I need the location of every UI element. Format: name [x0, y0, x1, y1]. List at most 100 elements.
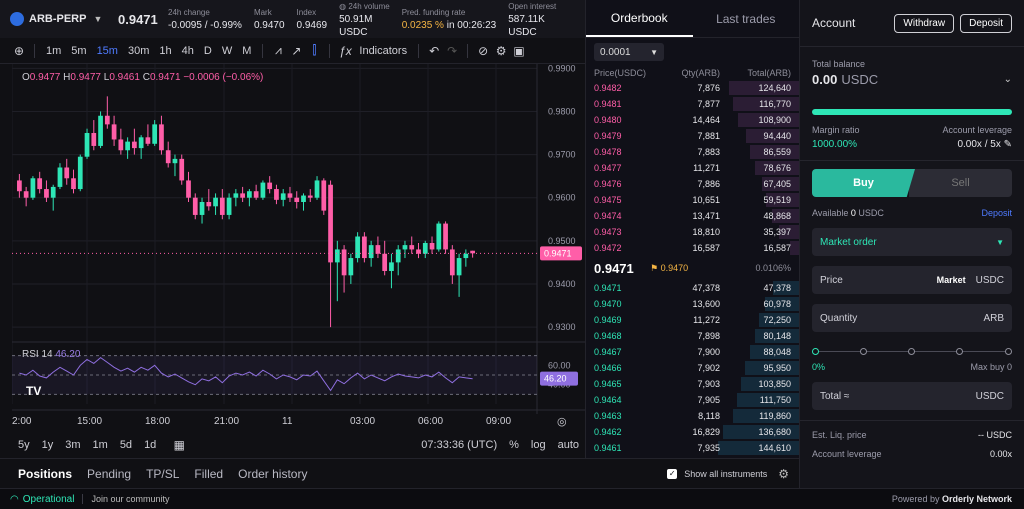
bid-row[interactable]: 0.9470 13,600 60,978	[586, 296, 799, 312]
bid-row[interactable]: 0.9467 7,900 88,048	[586, 344, 799, 360]
slider-stop[interactable]	[956, 348, 963, 355]
settings-icon: ◎	[557, 415, 567, 428]
ask-row[interactable]: 0.9479 7,881 94,440	[586, 128, 799, 144]
row-price: 0.9466	[594, 363, 622, 373]
total-field[interactable]: Total ≈ USDC	[812, 382, 1012, 410]
deposit-button[interactable]: Deposit	[960, 13, 1012, 33]
range-1d[interactable]: 1d	[144, 439, 157, 451]
sell-tab[interactable]: Sell	[909, 169, 1012, 197]
interval-1m[interactable]: 1m	[46, 44, 62, 57]
calendar-icon[interactable]: ▦	[173, 438, 185, 452]
show-all-checkbox[interactable]: ✓ Show all instruments ⚙	[667, 467, 789, 481]
ask-row[interactable]: 0.9474 13,471 48,868	[586, 208, 799, 224]
bid-row[interactable]: 0.9468 7,898 80,148	[586, 328, 799, 344]
bid-row[interactable]: 0.9461 7,935 144,610	[586, 440, 799, 456]
tab-pending[interactable]: Pending	[87, 466, 132, 481]
bid-row[interactable]: 0.9465 7,903 103,850	[586, 376, 799, 392]
bid-row[interactable]: 0.9463 8,118 119,860	[586, 408, 799, 424]
row-price: 0.9469	[594, 315, 622, 325]
undo-icon[interactable]: ↶	[429, 43, 440, 58]
log-toggle[interactable]: log	[530, 439, 546, 451]
alert-icon[interactable]: ⊘	[478, 43, 489, 58]
bid-row[interactable]: 0.9466 7,902 95,950	[586, 360, 799, 376]
gear-icon[interactable]: ⚙	[495, 43, 507, 58]
rsi-value-tag	[540, 371, 578, 386]
ask-row[interactable]: 0.9482 7,876 124,640	[586, 80, 799, 96]
auto-toggle[interactable]: auto	[557, 439, 579, 451]
utc-time[interactable]: 07:33:36 (UTC)	[421, 439, 498, 451]
ask-row[interactable]: 0.9478 7,883 86,559	[586, 144, 799, 160]
row-price: 0.9470	[594, 299, 622, 309]
range-5y[interactable]: 5y	[18, 439, 30, 451]
deposit-link[interactable]: Deposit	[981, 208, 1012, 218]
ask-row[interactable]: 0.9476 7,886 67,405	[586, 176, 799, 192]
tab-filled[interactable]: Filled	[194, 466, 224, 481]
buy-tab[interactable]: Buy	[812, 169, 915, 197]
add-icon[interactable]: ⊕	[13, 43, 25, 58]
community-link[interactable]: Join our community	[91, 494, 170, 504]
slider-stop[interactable]	[812, 348, 819, 355]
price-field[interactable]: Price Market USDC	[812, 266, 1012, 294]
fx-icon[interactable]: ƒx	[339, 43, 352, 58]
candle-body	[17, 180, 22, 192]
quantity-field[interactable]: Quantity ARB	[812, 304, 1012, 332]
row-price: 0.9462	[594, 427, 622, 437]
gear-icon[interactable]: ⚙	[778, 466, 789, 481]
ask-row[interactable]: 0.9473 18,810 35,397	[586, 224, 799, 240]
ask-row[interactable]: 0.9477 11,271 78,676	[586, 160, 799, 176]
tab-order-history[interactable]: Order history	[238, 466, 308, 481]
checkbox-checked-icon[interactable]: ✓	[667, 468, 678, 479]
slider-stop[interactable]	[1005, 348, 1012, 355]
indicators-button[interactable]: Indicators	[359, 44, 408, 57]
percent-toggle[interactable]: %	[509, 439, 519, 451]
edit-icon[interactable]: ✎	[1003, 139, 1012, 150]
ask-row[interactable]: 0.9475 10,651 59,519	[586, 192, 799, 208]
slider-stop[interactable]	[860, 348, 867, 355]
interval-M[interactable]: M	[242, 44, 252, 57]
tab-tp-sl[interactable]: TP/SL	[146, 466, 180, 481]
stat-label: Open interest	[508, 1, 557, 11]
tab-last-trades[interactable]: Last trades	[716, 11, 776, 26]
order-type-select[interactable]: Market order ▼	[812, 228, 1012, 256]
slider-stop[interactable]	[908, 348, 915, 355]
stat-unit: USDC	[508, 26, 537, 38]
range-1m[interactable]: 1m	[92, 439, 108, 451]
ask-row[interactable]: 0.9481 7,877 116,770	[586, 96, 799, 112]
bid-row[interactable]: 0.9469 11,272 72,250	[586, 312, 799, 328]
bar-style-icon[interactable]: ⩘	[275, 43, 282, 57]
depth-bar	[761, 177, 799, 191]
interval-30m[interactable]: 30m	[127, 44, 150, 57]
interval-5m[interactable]: 5m	[71, 44, 87, 57]
symbol-selector[interactable]: ARB-PERP ▼	[10, 12, 118, 26]
range-3m[interactable]: 3m	[65, 439, 81, 451]
withdraw-button[interactable]: Withdraw	[894, 13, 955, 33]
tab-positions[interactable]: Positions	[18, 466, 73, 481]
candle-body	[118, 139, 124, 151]
bid-row[interactable]: 0.9471 47,378 47,378	[586, 280, 799, 296]
line-style-icon[interactable]: ↗	[291, 43, 302, 58]
tick-size-select[interactable]: 0.0001 ▼	[594, 43, 664, 61]
ask-row[interactable]: 0.9472 16,587 16,587	[586, 240, 799, 256]
camera-icon[interactable]: ▣	[513, 43, 525, 58]
row-price: 0.9464	[594, 395, 622, 405]
candle-body	[260, 182, 266, 198]
interval-1h[interactable]: 1h	[159, 44, 172, 57]
range-5d[interactable]: 5d	[119, 439, 133, 451]
quantity-slider[interactable]	[812, 348, 1012, 356]
interval-D[interactable]: D	[203, 44, 212, 57]
bid-row[interactable]: 0.9464 7,905 111,750	[586, 392, 799, 408]
chart-canvas[interactable]: 0.9900 0.9800 0.9700 0.9600 0.9500 0.9400 0.93…	[12, 64, 585, 432]
interval-W[interactable]: W	[221, 44, 233, 57]
bid-row[interactable]: 0.9462 16,829 136,680	[586, 424, 799, 440]
interval-4h[interactable]: 4h	[181, 44, 194, 57]
ask-row[interactable]: 0.9480 14,464 108,900	[586, 112, 799, 128]
price-chart[interactable]: 0.9900 0.9800 0.9700 0.9600 0.9500 0.9400 0.93…	[12, 64, 585, 432]
interval-15m[interactable]: 15m	[96, 44, 118, 57]
candle-style-icon[interactable]: ⫿	[312, 43, 317, 57]
chevron-down-icon[interactable]: ⌄	[1003, 74, 1012, 85]
range-1y[interactable]: 1y	[41, 439, 54, 451]
tradingview-logo-icon: TV	[26, 384, 41, 398]
redo-icon[interactable]: ↷	[447, 43, 458, 58]
row-total: 136,680	[758, 427, 791, 437]
tab-orderbook[interactable]: Orderbook	[586, 0, 693, 37]
